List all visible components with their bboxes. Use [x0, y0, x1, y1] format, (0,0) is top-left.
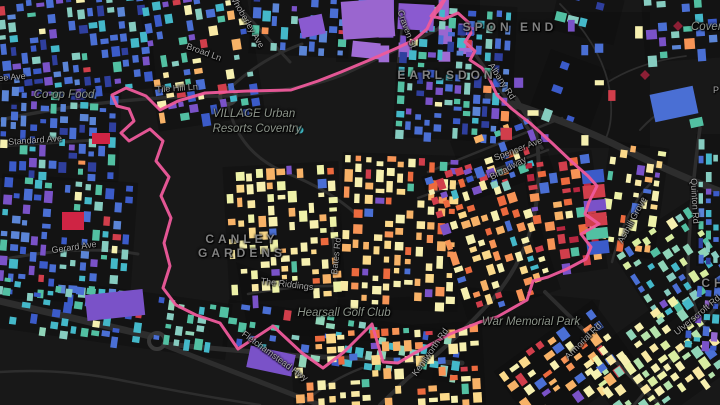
building-cluster	[142, 0, 261, 127]
landmark-building	[649, 85, 699, 123]
landmark-building	[584, 211, 608, 228]
building-cluster	[0, 86, 119, 182]
building-cluster	[0, 176, 134, 306]
road	[603, 81, 613, 143]
road	[484, 92, 720, 195]
landmark-building	[246, 345, 296, 377]
road	[0, 369, 262, 405]
landmark-building	[92, 133, 110, 144]
building-cluster	[540, 60, 575, 123]
building-cluster	[684, 285, 720, 352]
landmark-building	[62, 212, 84, 230]
boundary-outline	[110, 0, 601, 370]
landmark-building	[351, 40, 381, 60]
road	[460, 34, 544, 150]
building-cluster	[395, 6, 512, 144]
landmarks-layer	[62, 0, 704, 377]
building-cluster	[226, 164, 342, 309]
building-cluster	[424, 150, 549, 308]
road	[228, 42, 304, 90]
road	[378, 96, 541, 405]
road	[161, 342, 323, 405]
building-cluster	[698, 139, 720, 265]
landmark-building	[581, 168, 605, 185]
landmark-building	[585, 226, 609, 241]
road	[426, 116, 564, 174]
building-cluster	[643, 0, 718, 68]
building-cluster	[294, 323, 483, 405]
map-marker-icon	[640, 70, 650, 80]
building-cluster	[598, 145, 667, 253]
building-cluster	[340, 154, 459, 312]
road	[686, 126, 708, 332]
building-cluster	[0, 0, 154, 101]
landmark-building	[689, 116, 704, 129]
landmark-building	[340, 0, 396, 40]
landmark-building	[298, 13, 326, 39]
poi-icon	[296, 126, 304, 134]
building-cluster	[583, 296, 720, 405]
road	[0, 297, 154, 340]
map-marker-icon	[673, 21, 683, 31]
landmark-building	[397, 3, 435, 31]
road	[246, 284, 334, 296]
landmark-building	[586, 239, 610, 256]
landmark-building	[84, 289, 146, 321]
